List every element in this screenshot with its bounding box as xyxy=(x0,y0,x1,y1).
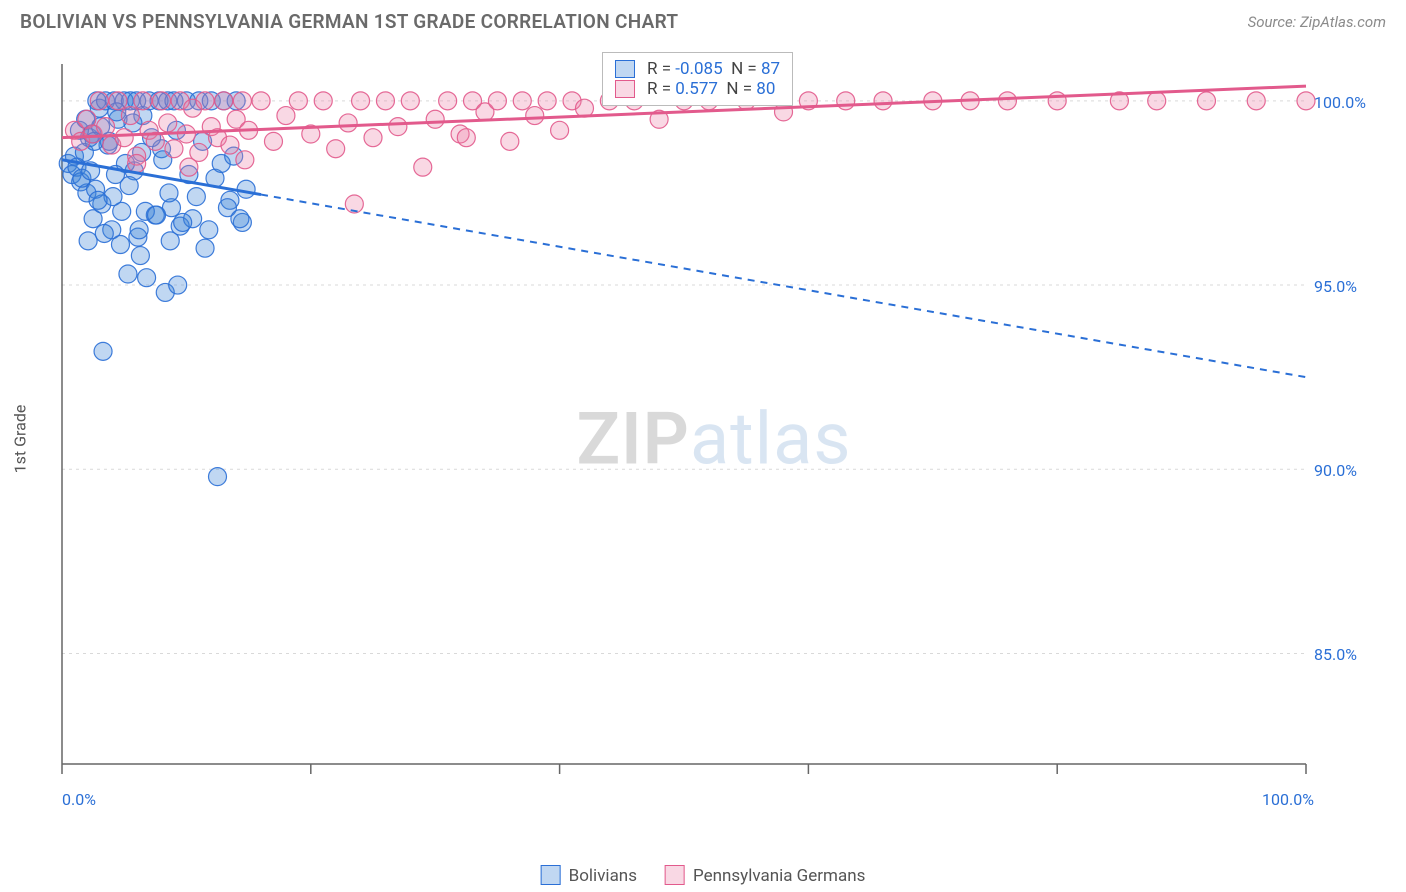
stats-row: R = 0.577 N = 80 xyxy=(615,79,780,99)
legend-label: Pennsylvania Germans xyxy=(693,866,865,886)
y-tick-label: 85.0% xyxy=(1314,645,1357,664)
legend-swatch-icon xyxy=(665,865,685,885)
series-swatch-icon xyxy=(615,60,635,78)
chart-title: BOLIVIAN VS PENNSYLVANIA GERMAN 1ST GRAD… xyxy=(20,10,678,33)
stats-legend-box: R = -0.085 N = 87R = 0.577 N = 80 xyxy=(602,52,793,106)
stats-text: R = -0.085 N = 87 xyxy=(647,59,780,79)
x-tick-label: 0.0% xyxy=(62,790,96,809)
legend-item: Pennsylvania Germans xyxy=(665,865,865,886)
y-tick-label: 95.0% xyxy=(1314,277,1357,296)
stats-text: R = 0.577 N = 80 xyxy=(647,79,775,99)
legend-item: Bolivians xyxy=(541,865,637,886)
stats-row: R = -0.085 N = 87 xyxy=(615,59,780,79)
y-tick-label: 100.0% xyxy=(1314,93,1366,112)
legend-bottom: Bolivians Pennsylvania Germans xyxy=(541,865,866,886)
legend-swatch-icon xyxy=(541,865,561,885)
y-tick-label: 90.0% xyxy=(1314,461,1357,480)
chart-container: 1st Grade ZIPatlas R = -0.085 N = 87R = … xyxy=(42,44,1386,834)
x-tick-label: 100.0% xyxy=(1262,790,1314,809)
y-axis-label: 1st Grade xyxy=(11,405,30,474)
series-swatch-icon xyxy=(615,80,635,98)
source-attribution: Source: ZipAtlas.com xyxy=(1248,13,1386,31)
legend-label: Bolivians xyxy=(569,866,637,886)
scatter-plot xyxy=(52,54,1386,834)
